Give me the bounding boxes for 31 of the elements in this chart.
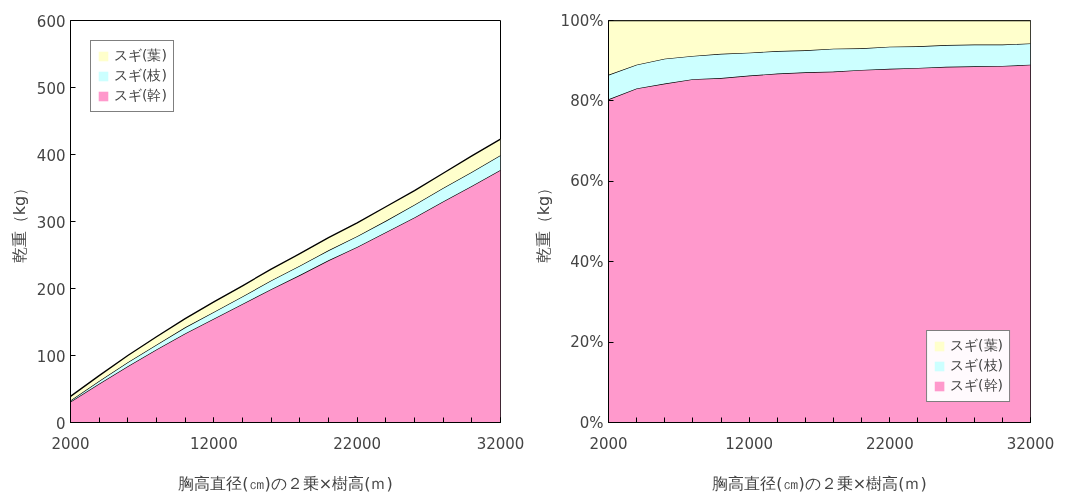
y-tick-label: 100%	[560, 11, 604, 30]
x-tick-label: 22000	[333, 434, 382, 453]
x-tick-label: 22000	[865, 434, 914, 453]
y-tick-label: 200	[36, 280, 66, 299]
legend-label: スギ(幹)	[114, 87, 167, 105]
y-tick-label: 500	[36, 79, 66, 98]
y-tick-label: 600	[36, 12, 66, 31]
legend-label: スギ(葉)	[950, 337, 1003, 355]
x-tick-label: 12000	[189, 434, 238, 453]
x-axis-title: 胸高直径(㎝)の２乗×樹高(ｍ)	[178, 473, 393, 493]
legend-label: スギ(幹)	[950, 377, 1003, 395]
x-tick-label: 32000	[476, 434, 525, 453]
x-tick-label: 2000	[589, 434, 628, 453]
y-tick-label: 0	[55, 414, 66, 433]
legend-label: スギ(葉)	[114, 47, 167, 65]
y-tick-label: 400	[36, 146, 66, 165]
x-axis-title: 胸高直径(㎝)の２乗×樹高(ｍ)	[712, 473, 927, 493]
y-tick-label: 40%	[570, 252, 604, 271]
y-tick-label: 0%	[579, 413, 604, 432]
x-tick-label: 32000	[1006, 434, 1055, 453]
y-tick-label: 100	[36, 347, 66, 366]
y-tick-label: 300	[36, 213, 66, 232]
y-tick-label: 60%	[570, 172, 604, 191]
legend-label: スギ(枝)	[950, 357, 1003, 375]
legend-label: スギ(枝)	[114, 67, 167, 85]
y-axis-title: 乾重（kg）	[9, 179, 29, 264]
y-tick-label: 80%	[570, 91, 604, 110]
y-tick-label: 20%	[570, 333, 604, 352]
x-tick-label: 2000	[51, 434, 90, 453]
y-axis-title: 乾重（kg）	[533, 179, 553, 264]
x-tick-label: 12000	[725, 434, 774, 453]
